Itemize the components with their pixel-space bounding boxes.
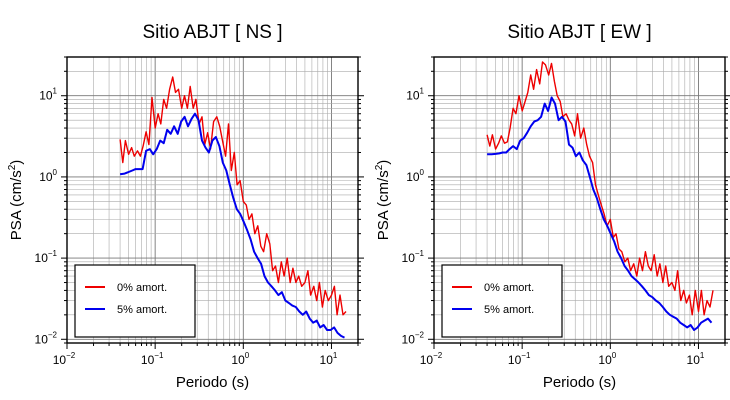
y-axis-label: PSA (cm/s2)	[7, 160, 25, 241]
y-tick-label: 10−2	[402, 330, 425, 346]
series-line-amort-5	[487, 96, 713, 331]
x-tick-label: 100	[231, 351, 249, 367]
legend-entry: 5% amort.	[484, 304, 534, 316]
chart-title: Sitio ABJT [ NS ]	[142, 22, 282, 43]
y-tick-label: 101	[406, 87, 424, 103]
series-line-amort-5	[119, 112, 345, 339]
legend-entry: 0% amort.	[117, 282, 167, 294]
x-tick-label: 10−1	[508, 351, 531, 367]
x-tick-label: 10−2	[420, 351, 443, 367]
plot-frame	[66, 56, 359, 344]
x-tick-label: 101	[320, 351, 338, 367]
y-axis-label: PSA (cm/s2)	[374, 160, 392, 241]
series-line-amort-0	[119, 76, 347, 316]
y-tick-label: 101	[39, 87, 57, 103]
y-tick-label: 10−2	[35, 330, 58, 346]
y-tick-label: 10−1	[35, 249, 58, 265]
y-tick-label: 100	[406, 168, 424, 184]
plot-frame	[433, 56, 726, 344]
x-axis-label: Periodo (s)	[543, 374, 616, 391]
x-tick-label: 100	[598, 351, 616, 367]
x-tick-label: 101	[687, 351, 705, 367]
chart-title: Sitio ABJT [ EW ]	[507, 22, 651, 43]
legend-box	[74, 264, 196, 338]
x-axis-label: Periodo (s)	[176, 374, 249, 391]
legend: 0% amort. 5% amort.	[74, 264, 196, 338]
x-tick-label: 10−1	[141, 351, 164, 367]
legend-box	[441, 264, 563, 338]
y-tick-label: 10−1	[402, 249, 425, 265]
series-line-amort-0	[486, 61, 714, 316]
chart-ew: 0% amort. 5% amort. Sitio ABJT [ EW ] 10−2 1…	[374, 22, 730, 391]
grid	[433, 56, 726, 344]
chart-ns: 0% amort. 5% amort. Sitio ABJT [ NS ] 10−2 1…	[7, 22, 364, 391]
legend-entry: 5% amort.	[117, 304, 167, 316]
x-tick-label: 10−2	[53, 351, 76, 367]
legend: 0% amort. 5% amort.	[441, 264, 563, 338]
y-tick-label: 100	[39, 168, 57, 184]
legend-entry: 0% amort.	[484, 282, 534, 294]
